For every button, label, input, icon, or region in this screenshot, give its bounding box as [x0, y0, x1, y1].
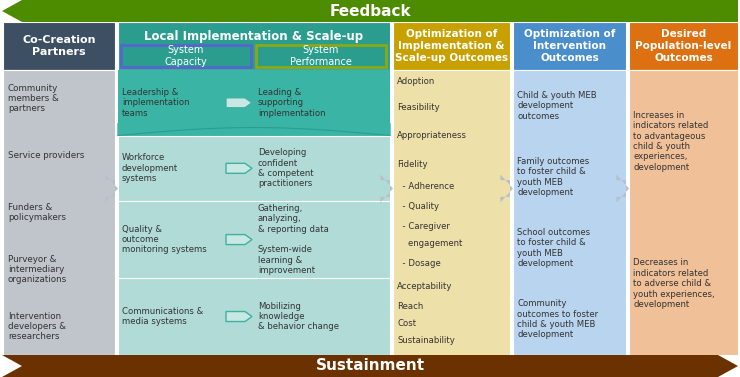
- Text: Gathering,
analyzing,
& reporting data

System-wide
learning &
improvement: Gathering, analyzing, & reporting data S…: [258, 204, 329, 275]
- Text: Leadership &
implementation
teams: Leadership & implementation teams: [122, 88, 189, 118]
- Text: Intervention
developers &
researchers: Intervention developers & researchers: [8, 312, 66, 342]
- Text: Community
members &
partners: Community members & partners: [8, 84, 58, 113]
- Text: School outcomes
to foster child &
youth MEB
development: School outcomes to foster child & youth …: [517, 228, 590, 268]
- Text: - Adherence: - Adherence: [397, 182, 454, 192]
- Text: Family outcomes
to foster child &
youth MEB
development: Family outcomes to foster child & youth …: [517, 157, 589, 197]
- Text: Leading &
supporting
implementation: Leading & supporting implementation: [258, 88, 326, 118]
- Text: Communications &
media systems: Communications & media systems: [122, 307, 204, 326]
- Text: Sustainment: Sustainment: [315, 359, 425, 374]
- Text: Child & youth MEB
development
outcomes: Child & youth MEB development outcomes: [517, 91, 596, 121]
- FancyBboxPatch shape: [3, 22, 115, 70]
- Text: Adoption: Adoption: [397, 77, 435, 86]
- Text: Funders &
policymakers: Funders & policymakers: [8, 203, 66, 222]
- Text: Feasibility: Feasibility: [397, 103, 440, 112]
- Text: Co-Creation
Partners: Co-Creation Partners: [22, 35, 95, 57]
- FancyBboxPatch shape: [629, 22, 738, 70]
- Text: Acceptability: Acceptability: [397, 282, 452, 291]
- Text: Cost: Cost: [397, 319, 416, 328]
- Polygon shape: [226, 163, 252, 173]
- Text: Desired
Population-level
Outcomes: Desired Population-level Outcomes: [636, 29, 732, 63]
- FancyBboxPatch shape: [255, 45, 386, 67]
- Text: Increases in
indicators related
to advantageous
child & youth
experiences,
devel: Increases in indicators related to advan…: [633, 111, 708, 172]
- Text: Reach: Reach: [397, 302, 423, 311]
- Text: System
Capacity: System Capacity: [164, 45, 207, 67]
- FancyBboxPatch shape: [118, 70, 390, 355]
- Text: Purveyor &
intermediary
organizations: Purveyor & intermediary organizations: [8, 254, 67, 284]
- FancyBboxPatch shape: [393, 22, 510, 70]
- Text: Decreases in
indicators related
to adverse child &
youth experiences,
developmen: Decreases in indicators related to adver…: [633, 259, 715, 309]
- Polygon shape: [616, 175, 629, 202]
- Text: - Dosage: - Dosage: [397, 259, 441, 268]
- Text: Optimization of
Implementation &
Scale-up Outcomes: Optimization of Implementation & Scale-u…: [395, 29, 508, 63]
- Polygon shape: [226, 234, 252, 245]
- Text: Feedback: Feedback: [329, 3, 411, 18]
- Polygon shape: [226, 311, 252, 322]
- Text: Sustainability: Sustainability: [397, 336, 455, 345]
- Text: engagement: engagement: [397, 239, 462, 248]
- Text: Optimization of
Intervention
Outcomes: Optimization of Intervention Outcomes: [524, 29, 615, 63]
- Text: Mobilizing
knowledge
& behavior change: Mobilizing knowledge & behavior change: [258, 302, 339, 331]
- FancyBboxPatch shape: [513, 70, 626, 355]
- Text: Developing
confident
& competent
practitioners: Developing confident & competent practit…: [258, 148, 314, 188]
- Polygon shape: [380, 175, 393, 202]
- Text: Community
outcomes to foster
child & youth MEB
development: Community outcomes to foster child & you…: [517, 299, 598, 339]
- FancyBboxPatch shape: [513, 22, 626, 70]
- Polygon shape: [105, 175, 118, 202]
- Text: Quality &
outcome
monitoring systems: Quality & outcome monitoring systems: [122, 225, 206, 254]
- Text: System
Performance: System Performance: [289, 45, 352, 67]
- FancyBboxPatch shape: [118, 22, 390, 70]
- FancyBboxPatch shape: [393, 70, 510, 355]
- Polygon shape: [2, 0, 738, 22]
- Text: Fidelity: Fidelity: [397, 159, 428, 169]
- FancyBboxPatch shape: [121, 45, 251, 67]
- Polygon shape: [500, 175, 513, 202]
- Text: Appropriateness: Appropriateness: [397, 131, 467, 140]
- Polygon shape: [226, 98, 252, 108]
- FancyBboxPatch shape: [629, 70, 738, 355]
- Text: Service providers: Service providers: [8, 151, 84, 160]
- Text: - Caregiver: - Caregiver: [397, 222, 450, 231]
- Text: Local Implementation & Scale-up: Local Implementation & Scale-up: [144, 30, 363, 43]
- FancyBboxPatch shape: [118, 70, 390, 136]
- Polygon shape: [2, 355, 738, 377]
- FancyBboxPatch shape: [3, 70, 115, 355]
- Polygon shape: [118, 124, 390, 136]
- Text: Workforce
development
systems: Workforce development systems: [122, 153, 178, 183]
- Text: - Quality: - Quality: [397, 202, 439, 211]
